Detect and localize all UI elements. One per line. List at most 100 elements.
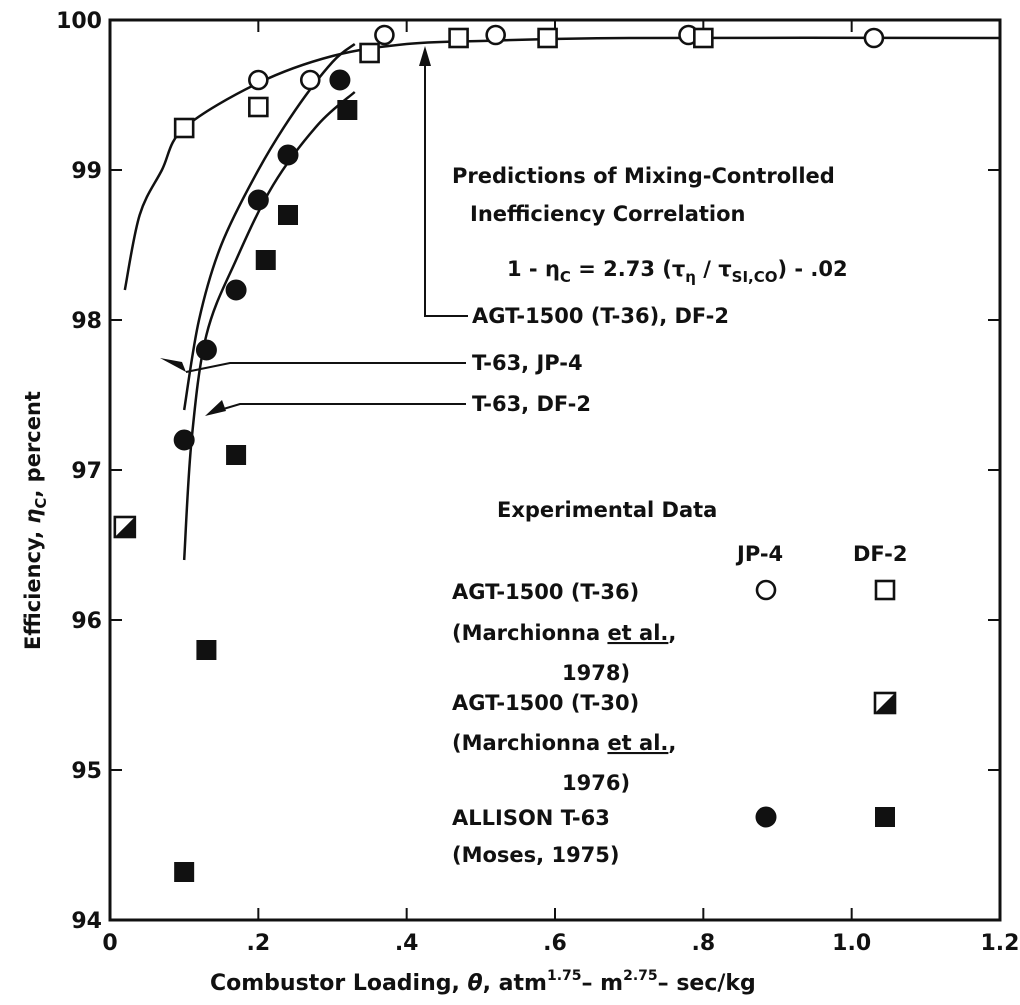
y-tick-label: 96 — [71, 609, 102, 634]
data-point-filled-circle — [225, 279, 247, 301]
formula-part-4: ) - .02 — [778, 257, 848, 281]
legend-title: Experimental Data — [497, 498, 717, 522]
legend-marker-jp4 — [755, 806, 777, 828]
data-point-filled-square — [226, 445, 247, 465]
data-point-open-square — [359, 42, 380, 64]
y-tick-label: 95 — [71, 759, 102, 784]
data-point-filled-square — [337, 100, 358, 120]
y-axis-label-text: Efficiency, — [21, 524, 45, 650]
data-point-open-square — [173, 117, 195, 139]
y-axis-label-units: , percent — [21, 391, 45, 498]
legend-entry1-line2: (Marchionna et al., — [452, 621, 676, 645]
legend-entry2-etal: et al. — [607, 731, 668, 755]
data-point-open-circle — [374, 24, 395, 46]
legend-marker-df2 — [873, 691, 897, 715]
legend-entry2-comma: , — [668, 731, 676, 755]
data-point-filled-circle — [195, 339, 217, 361]
legend-entry1-line1: AGT-1500 (T-36) — [452, 580, 639, 604]
x-tick-label: .4 — [395, 931, 419, 956]
correlation-curve — [123, 36, 1001, 291]
data-point-half-square — [113, 515, 137, 539]
leader-t63-jp4-arrow — [160, 358, 186, 372]
y-tick-label: 97 — [71, 459, 102, 484]
data-point-open-square — [693, 27, 714, 49]
y-axis-label-sub: C — [32, 498, 50, 509]
formula-part-1: 1 - η — [507, 257, 560, 281]
legend-entry3-line1: ALLISON T-63 — [452, 806, 610, 830]
curve-label-agt-1500: AGT-1500 (T-36), DF-2 — [472, 304, 729, 328]
leader-agt-1500-arrow — [419, 46, 431, 66]
curve-label-t63-jp4: T-63, JP-4 — [472, 351, 583, 375]
leader-agt-1500 — [424, 52, 468, 317]
legend-entry2-line3: 1976) — [562, 771, 630, 795]
formula-sub-2: η — [685, 268, 696, 286]
x-axis-label-exp1: 1.75 — [547, 968, 582, 984]
data-point-open-circle — [248, 69, 269, 91]
legend: Experimental Data JP-4 DF-2 AGT-1500 (T-… — [452, 498, 907, 867]
data-points — [113, 24, 885, 882]
y-tick-label: 99 — [71, 159, 102, 184]
data-point-filled-square — [174, 862, 195, 882]
leader-t63-df2 — [209, 403, 466, 414]
x-tick-label: 0 — [102, 931, 117, 956]
data-point-filled-circle — [329, 69, 351, 91]
data-point-filled-square — [278, 205, 298, 225]
x-axis-label: Combustor Loading, θ, atm1.75– m2.75– se… — [210, 968, 756, 996]
half-square-fill — [114, 517, 135, 537]
correlation-curve — [182, 91, 356, 561]
legend-col-jp4: JP-4 — [735, 542, 783, 566]
legend-marker-df2 — [874, 579, 896, 601]
x-axis-label-m: – m — [582, 971, 624, 996]
x-axis-label-atm: , atm — [483, 971, 547, 996]
y-axis-label: Efficiency, ηC, percent — [21, 391, 50, 650]
plot-frame-group — [108, 18, 1002, 922]
x-tick-labels: 0 .2 .4 .6 .8 1.0 1.2 — [102, 931, 1019, 956]
y-tick-labels: 94 95 96 97 98 99 100 — [56, 9, 102, 934]
prediction-title-line1: Predictions of Mixing-Controlled — [452, 164, 835, 188]
curve-label-t63-df2: T-63, DF-2 — [472, 392, 591, 416]
x-axis-label-units: – sec/kg — [658, 971, 756, 996]
y-tick-label: 94 — [71, 909, 102, 934]
x-tick-label: .8 — [691, 931, 715, 956]
legend-entry1-etal: et al. — [607, 621, 668, 645]
legend-entry1-author: (Marchionna — [452, 621, 607, 645]
legend-entry1-line3: 1978) — [562, 661, 630, 685]
plot-frame — [108, 18, 1002, 922]
correlation-formula: 1 - ηC = 2.73 (τη / τSI,CO) - .02 — [507, 257, 848, 286]
x-tick-label: 1.0 — [832, 931, 871, 956]
legend-entry2-line1: AGT-1500 (T-30) — [452, 691, 639, 715]
y-tick-label: 98 — [71, 309, 102, 334]
leader-t63-jp4 — [185, 362, 466, 373]
y-axis-label-eta: η — [21, 509, 45, 524]
data-point-filled-circle — [173, 429, 195, 451]
data-point-filled-circle — [247, 189, 269, 211]
data-point-filled-square — [196, 640, 217, 660]
data-point-open-square — [537, 27, 558, 49]
formula-sub-1: C — [560, 268, 571, 286]
x-axis-label-theta: θ — [468, 971, 483, 996]
legend-entry2-line2: (Marchionna et al., — [452, 731, 676, 755]
data-point-open-square — [248, 96, 269, 118]
data-point-open-circle — [863, 27, 885, 49]
x-tick-label: 1.2 — [981, 931, 1020, 956]
data-point-filled-circle — [277, 144, 299, 166]
legend-markers — [755, 579, 897, 828]
legend-entry3-line2: (Moses, 1975) — [452, 843, 620, 867]
correlation-curve — [182, 43, 356, 411]
prediction-title-line2: Inefficiency Correlation — [470, 202, 746, 226]
legend-marker-jp4 — [755, 579, 777, 601]
y-tick-label: 100 — [56, 9, 102, 34]
data-point-open-circle — [299, 69, 321, 91]
half-square-fill — [875, 693, 895, 713]
legend-entry2-author: (Marchionna — [452, 731, 607, 755]
data-point-open-square — [448, 27, 469, 49]
axis-ticks — [109, 19, 1001, 921]
formula-part-2: = 2.73 (τ — [571, 257, 685, 281]
leader-t63-df2-arrow — [205, 400, 226, 416]
legend-col-df2: DF-2 — [853, 542, 907, 566]
x-tick-label: .6 — [543, 931, 567, 956]
data-point-open-circle — [485, 24, 506, 46]
formula-sub-3: SI,CO — [732, 268, 778, 286]
formula-part-3: / τ — [696, 257, 732, 281]
